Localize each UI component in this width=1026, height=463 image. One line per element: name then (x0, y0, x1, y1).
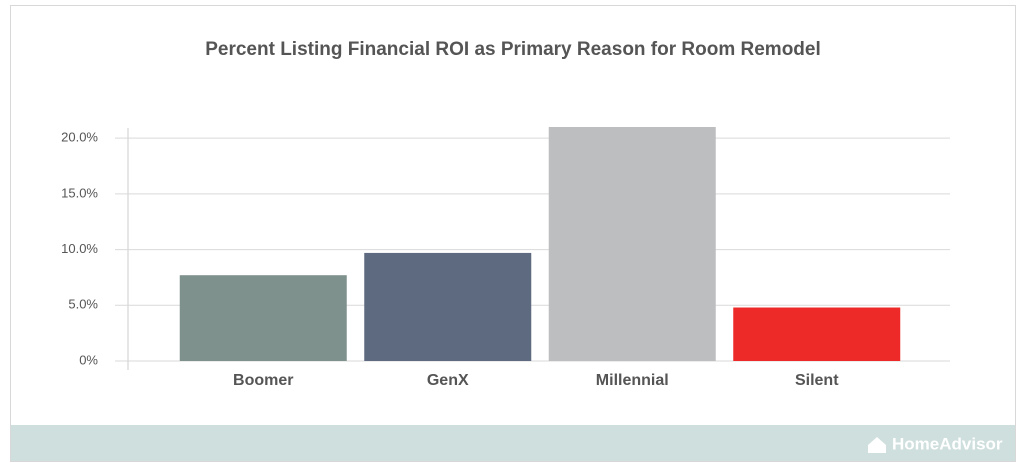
bar (548, 127, 716, 361)
bar (733, 307, 901, 361)
y-tick-label: 0% (79, 352, 98, 367)
bar (364, 252, 532, 361)
x-tick-label: Silent (795, 372, 839, 389)
y-tick-label: 10.0% (61, 241, 98, 256)
x-tick-label: GenX (427, 372, 469, 389)
footer-band (11, 425, 1015, 461)
brand-icon (868, 437, 886, 453)
brand: HomeAdvisor (892, 434, 1003, 453)
bar (179, 275, 347, 361)
x-tick-label: Millennial (596, 372, 669, 389)
chart-title: Percent Listing Financial ROI as Primary… (205, 39, 821, 60)
y-tick-label: 5.0% (68, 297, 98, 312)
card (10, 5, 1016, 462)
x-tick-label: Boomer (233, 372, 293, 389)
y-tick-label: 15.0% (61, 185, 98, 200)
y-tick-label: 20.0% (61, 130, 98, 145)
